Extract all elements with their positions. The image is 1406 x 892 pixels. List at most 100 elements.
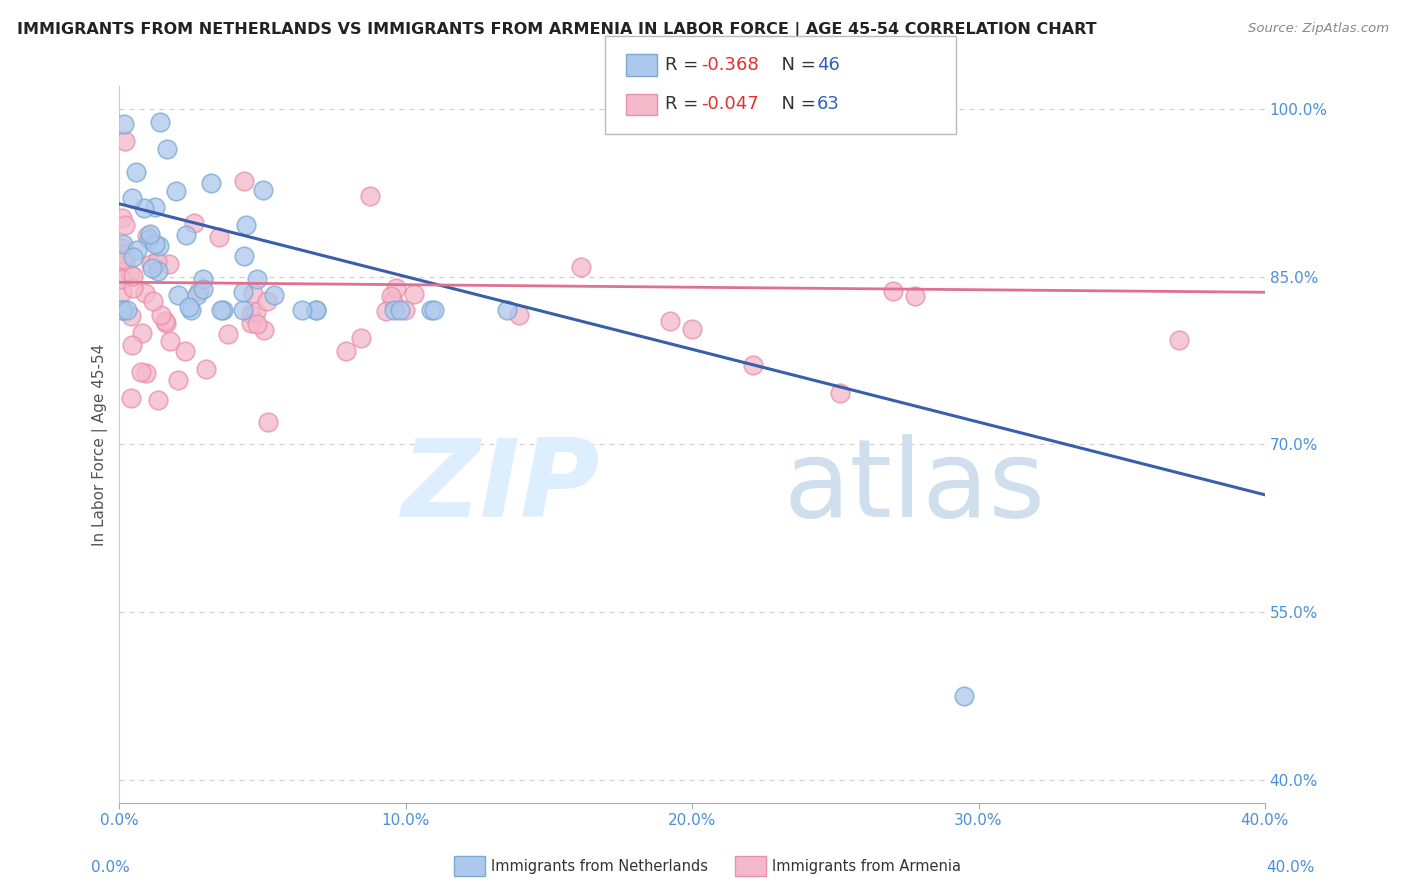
Point <box>134 201 156 215</box>
Point <box>239 307 262 321</box>
Point <box>148 239 170 253</box>
Point <box>235 218 257 232</box>
Text: Immigrants from Netherlands: Immigrants from Netherlands <box>491 859 707 873</box>
Point <box>146 254 169 268</box>
Point <box>187 284 209 298</box>
Point <box>232 303 254 318</box>
Point <box>207 230 229 244</box>
Point <box>135 366 157 380</box>
Point <box>382 293 405 308</box>
Point <box>155 316 177 330</box>
Point <box>114 134 136 148</box>
Point <box>209 303 232 318</box>
Point <box>253 322 276 336</box>
Point <box>138 232 160 246</box>
Text: -0.047: -0.047 <box>702 95 759 113</box>
Point <box>150 308 173 322</box>
Point <box>120 310 142 324</box>
Point <box>114 218 136 232</box>
Point <box>193 272 215 286</box>
Point <box>166 373 188 387</box>
Point <box>179 301 201 315</box>
Point <box>112 252 135 267</box>
Point <box>217 326 239 341</box>
Point <box>953 690 976 704</box>
Point <box>394 303 416 318</box>
Point <box>240 317 263 331</box>
Point <box>350 331 373 345</box>
Point <box>374 304 396 318</box>
Point <box>569 260 592 274</box>
Point <box>159 334 181 348</box>
Point <box>174 344 197 359</box>
Point <box>882 284 904 298</box>
Point <box>111 285 134 299</box>
Text: R =: R = <box>665 56 704 74</box>
Text: Source: ZipAtlas.com: Source: ZipAtlas.com <box>1249 22 1389 36</box>
Point <box>122 268 145 283</box>
Point <box>143 201 166 215</box>
Point <box>232 249 254 263</box>
Point <box>153 314 176 328</box>
Point <box>114 246 136 260</box>
Point <box>252 183 274 197</box>
Point <box>136 229 159 244</box>
Point <box>508 309 530 323</box>
Point <box>193 282 215 296</box>
Point <box>232 285 254 299</box>
Point <box>125 243 148 257</box>
Point <box>681 322 703 336</box>
Point <box>382 303 405 318</box>
Point <box>904 289 927 303</box>
Point <box>139 227 162 242</box>
Point <box>389 303 412 318</box>
Point <box>263 288 285 302</box>
Text: Immigrants from Armenia: Immigrants from Armenia <box>772 859 960 873</box>
Point <box>402 287 425 301</box>
Point <box>335 344 357 359</box>
Text: -0.368: -0.368 <box>702 56 759 74</box>
Point <box>146 263 169 277</box>
Point <box>111 237 134 252</box>
Point <box>111 241 134 255</box>
Point <box>157 257 180 271</box>
Text: 0.0%: 0.0% <box>91 860 131 874</box>
Point <box>141 257 163 271</box>
Point <box>659 314 682 328</box>
Point <box>246 272 269 286</box>
Point <box>143 237 166 252</box>
Point <box>146 392 169 407</box>
Point <box>257 415 280 429</box>
Point <box>305 303 328 318</box>
Point <box>256 294 278 309</box>
Point <box>122 250 145 264</box>
Point <box>112 117 135 131</box>
Point <box>120 391 142 405</box>
Point <box>131 365 153 379</box>
Point <box>496 303 519 318</box>
Point <box>174 227 197 242</box>
Text: atlas: atlas <box>783 434 1046 541</box>
Point <box>359 189 381 203</box>
Point <box>131 326 153 340</box>
Point <box>112 303 135 318</box>
Text: R =: R = <box>665 95 704 113</box>
Point <box>121 337 143 351</box>
Text: IMMIGRANTS FROM NETHERLANDS VS IMMIGRANTS FROM ARMENIA IN LABOR FORCE | AGE 45-5: IMMIGRANTS FROM NETHERLANDS VS IMMIGRANT… <box>17 22 1097 38</box>
Point <box>200 176 222 190</box>
Point <box>121 191 143 205</box>
Point <box>245 305 267 319</box>
Point <box>114 255 136 269</box>
Point <box>156 142 179 156</box>
Point <box>149 115 172 129</box>
Point <box>233 174 256 188</box>
Point <box>111 303 134 318</box>
Text: ZIP: ZIP <box>402 434 600 541</box>
Text: 46: 46 <box>817 56 839 74</box>
Point <box>167 287 190 301</box>
Point <box>211 303 233 318</box>
Point <box>180 303 202 318</box>
Point <box>124 165 146 179</box>
Point <box>420 303 443 318</box>
Point <box>385 281 408 295</box>
